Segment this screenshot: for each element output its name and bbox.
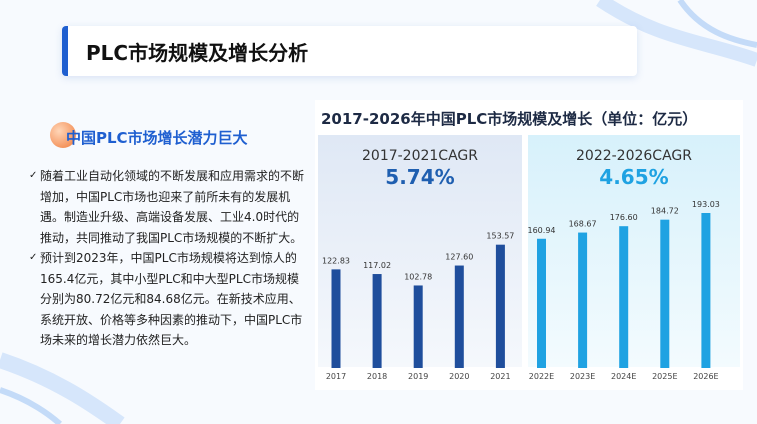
value-label: 153.57 <box>486 232 514 241</box>
annotation-label: 2022-2026CAGR <box>576 148 692 164</box>
x-tick-label: 2025E <box>652 372 677 381</box>
bar <box>619 226 629 368</box>
bar <box>578 232 588 368</box>
bar <box>413 285 423 368</box>
bullet: 预计到2023年，中国PLC市场规模将达到惊人的165.4亿元，其中小型PLC和… <box>29 248 306 351</box>
bar <box>454 265 464 368</box>
value-label: 102.78 <box>404 272 432 281</box>
x-tick-label: 2019 <box>408 372 428 381</box>
bar <box>495 244 505 368</box>
x-tick-label: 2023E <box>570 372 595 381</box>
x-tick-label: 2018 <box>367 372 387 381</box>
value-label: 193.03 <box>692 200 720 209</box>
x-tick-label: 2020 <box>449 372 469 381</box>
x-tick-label: 2022E <box>529 372 554 381</box>
x-tick-label: 2017 <box>326 372 346 381</box>
section-heading: 中国PLC市场增长潜力巨大 <box>66 129 248 147</box>
slide-title: PLC市场规模及增长分析 <box>86 41 309 65</box>
bullet-list: 随着工业自动化领域的不断发展和应用需求的不断增加，中国PLC市场也迎来了前所未有… <box>29 166 306 351</box>
annotation-value: 4.65% <box>599 165 668 189</box>
value-label: 122.83 <box>322 256 350 265</box>
value-label: 160.94 <box>528 226 556 235</box>
bar <box>331 269 341 368</box>
annotation-label: 2017-2021CAGR <box>362 148 478 164</box>
chart-title: 2017-2026年中国PLC市场规模及增长（单位：亿元） <box>321 110 697 128</box>
bar <box>372 274 382 368</box>
x-tick-label: 2024E <box>611 372 636 381</box>
value-label: 117.02 <box>363 261 391 270</box>
annotation-value: 5.74% <box>385 165 454 189</box>
bar <box>701 212 711 368</box>
value-label: 127.60 <box>445 253 473 262</box>
bullet: 随着工业自动化领域的不断发展和应用需求的不断增加，中国PLC市场也迎来了前所未有… <box>29 166 306 248</box>
x-tick-label: 2021 <box>490 372 510 381</box>
value-label: 168.67 <box>569 220 597 229</box>
title-bar: PLC市场规模及增长分析 <box>62 26 637 76</box>
value-label: 176.60 <box>610 213 638 222</box>
bar <box>537 238 546 368</box>
chart: 2017-2026年中国PLC市场规模及增长（单位：亿元） 2017-2021C… <box>315 100 743 390</box>
heading-icon <box>50 122 76 148</box>
x-tick-label: 2026E <box>693 372 718 381</box>
value-label: 184.72 <box>651 207 679 216</box>
bar <box>660 219 670 368</box>
